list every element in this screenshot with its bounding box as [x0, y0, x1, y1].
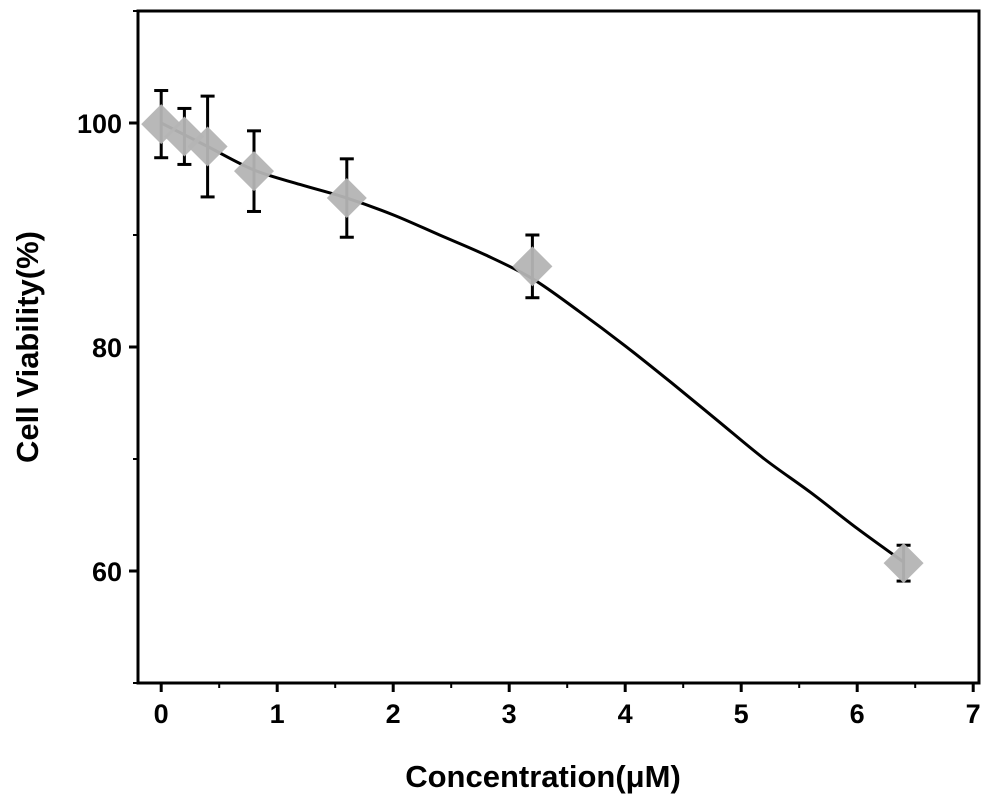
x-tick-label: 7: [966, 699, 981, 729]
data-points-layer: [141, 104, 924, 584]
y-axis-title: Cell Viability(%): [10, 231, 45, 463]
y-tick-label: 80: [92, 333, 122, 363]
x-tick-label: 3: [502, 699, 517, 729]
x-tick-label: 4: [618, 699, 633, 729]
x-axis-title: Concentration(μM): [405, 759, 681, 794]
x-axis-ticks: 0 1 2 3 4 5 6 7: [154, 683, 981, 729]
y-tick-label: 60: [92, 557, 122, 587]
x-tick-label: 2: [386, 699, 401, 729]
data-point: [234, 151, 274, 192]
x-tick-label: 5: [734, 699, 749, 729]
data-point: [512, 246, 553, 287]
x-tick-label: 0: [154, 699, 169, 729]
data-point: [187, 126, 228, 167]
x-tick-label: 6: [850, 699, 865, 729]
data-point: [883, 543, 924, 584]
x-tick-label: 1: [270, 699, 285, 729]
data-point: [326, 178, 367, 219]
y-axis-ticks: 60 80 100: [77, 10, 138, 684]
y-tick-label: 100: [77, 109, 122, 139]
